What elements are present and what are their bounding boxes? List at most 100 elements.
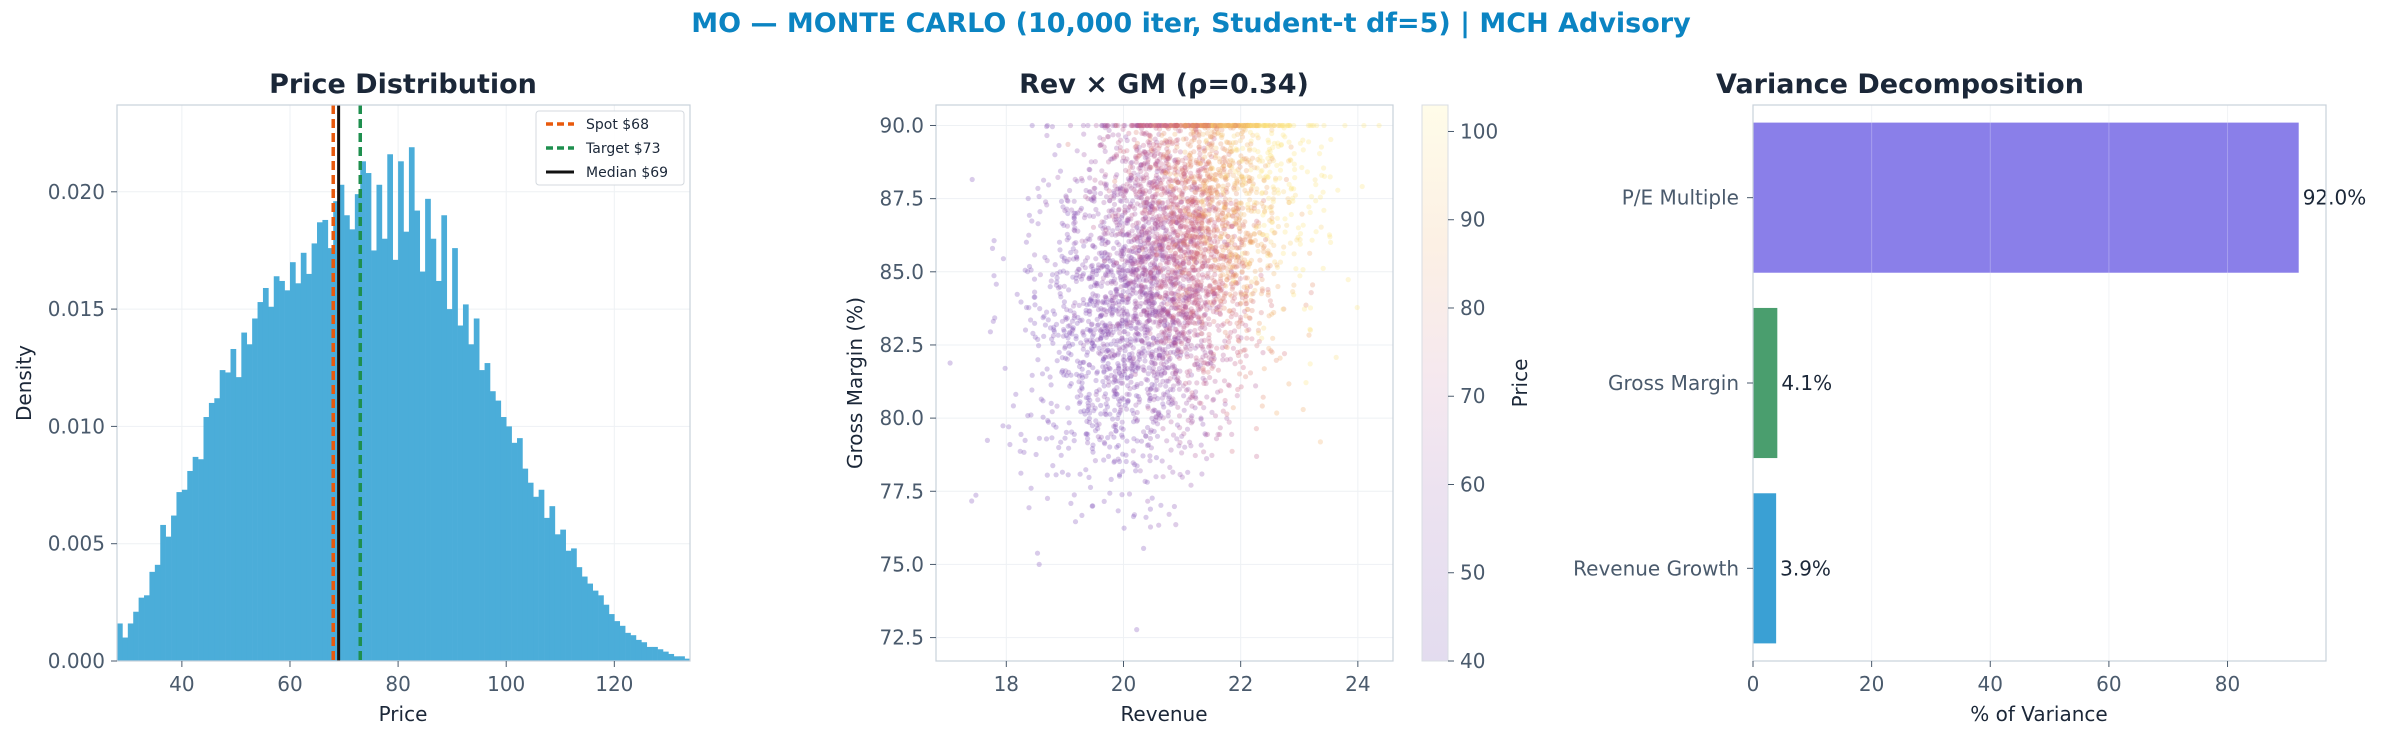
scatter-point [1211,299,1217,305]
scatter-point [1249,307,1255,314]
scatter-point [1213,187,1219,193]
scatter-point [1117,185,1123,191]
scatter-point [1265,292,1271,298]
scatter-point [1084,349,1091,355]
scatter-point [1321,165,1327,171]
scatter-point [1286,381,1292,387]
scatter-point [1105,453,1112,459]
scatter-point [1287,240,1293,246]
scatter-point [1160,355,1166,361]
scatter-point [1159,267,1166,273]
scatter-point [1105,230,1111,236]
scatter-point [1075,266,1081,272]
scatter-point [1083,337,1089,343]
scatter-point [1247,238,1253,244]
scatter-point [1213,244,1219,250]
scatter-point [1059,469,1065,475]
histogram-bar [257,302,264,661]
scatter-point [1087,175,1093,181]
histogram-bar [619,625,626,661]
scatter-point [1108,372,1114,378]
histogram-bar [576,567,583,661]
scatter-point [1089,340,1095,346]
scatter-point [1098,223,1104,229]
scatter-point [1173,137,1179,143]
scatter-point [1208,361,1214,367]
scatter-point [1147,429,1153,435]
scatter-point [1235,131,1241,137]
scatter-point [1081,215,1088,221]
scatter-point [1139,226,1145,232]
scatter-point [1154,184,1160,190]
scatter-point [1220,408,1226,414]
scatter-point [1163,250,1169,256]
scatter-point [1007,441,1013,448]
scatter-point [1035,185,1041,191]
scatter-point [1085,403,1091,409]
scatter-point [1163,335,1169,341]
histogram-bar [533,496,539,661]
scatter-ytick-label: 75.0 [879,552,924,576]
scatter-point [1026,232,1032,238]
scatter-point [1033,451,1039,458]
scatter-point [1029,122,1035,129]
scatter-point [1257,122,1263,129]
scatter-point [1076,302,1082,308]
scatter-point [1171,296,1177,302]
scatter-point [1221,239,1228,245]
scatter-point [1128,325,1134,331]
scatter-point [1140,122,1147,129]
scatter-point [1049,272,1056,278]
scatter-point [1209,452,1215,458]
scatter-point [1208,343,1214,349]
scatter-point [1256,320,1262,326]
scatter-point [1093,391,1099,398]
histogram-bar [657,649,664,661]
scatter-point [1138,259,1144,265]
histogram-legend: Spot $68 Target $73 Median $69 [535,110,685,186]
scatter-point [1079,512,1085,519]
scatter-point [1187,294,1193,301]
scatter-point [1077,471,1083,477]
scatter-point [1222,222,1228,228]
scatter-point [1218,273,1224,279]
scatter-point [1321,173,1328,179]
scatter-point [1115,321,1121,327]
scatter-point [1062,344,1068,350]
scatter-point [1185,175,1191,181]
scatter-point [1093,256,1099,262]
scatter-point [1147,290,1153,296]
scatter-point [1198,416,1204,422]
scatter-point [1133,276,1140,282]
scatter-point [1213,206,1219,212]
scatter-point [1059,318,1065,324]
scatter-point [1161,205,1167,211]
scatter-point [1212,257,1218,263]
scatter-point [1141,429,1147,435]
scatter-point [1177,128,1183,134]
scatter-point [1153,161,1159,168]
scatter-point [1203,137,1209,143]
scatter-point [1165,308,1171,314]
scatter-point [1147,254,1153,260]
scatter-point [1141,307,1147,313]
scatter-point [1210,291,1217,297]
scatter-point [1143,267,1149,273]
histogram-bar [684,658,691,661]
scatter-point [1206,220,1212,226]
scatter-point [1197,205,1203,211]
scatter-point [1165,199,1171,205]
scatter-point [1237,228,1243,234]
histogram-ytick-label: 0.015 [48,297,105,321]
scatter-point [1159,161,1165,167]
scatter-point [1183,223,1189,229]
scatter-point [1184,298,1190,304]
scatter-point [1133,290,1139,296]
variance-category-label: Revenue Growth [1573,556,1739,580]
scatter-point [1231,133,1237,139]
variance-xlabel: % of Variance [1970,702,2107,726]
scatter-point [1257,257,1263,263]
scatter-point [1055,332,1061,338]
scatter-point [1273,357,1279,363]
scatter-point [1259,403,1265,409]
